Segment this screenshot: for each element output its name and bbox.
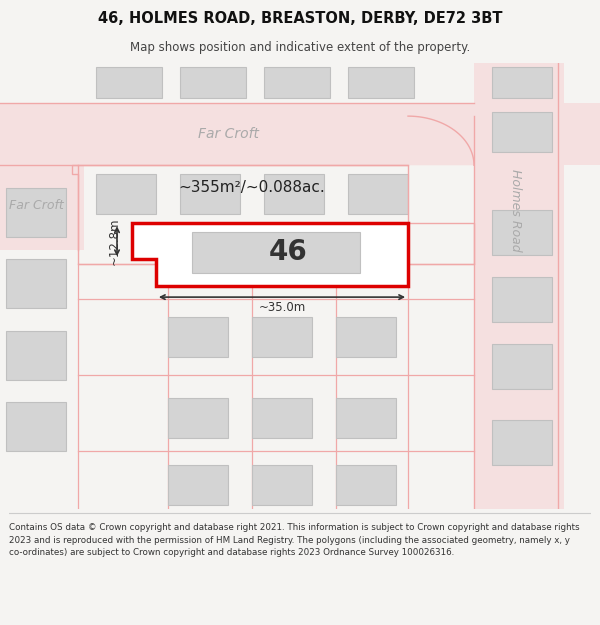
Bar — [6, 331, 66, 380]
Bar — [264, 67, 330, 98]
Bar — [492, 420, 552, 465]
Bar — [192, 232, 360, 272]
Bar — [180, 174, 240, 214]
Bar — [336, 398, 396, 438]
Bar — [492, 277, 552, 322]
Polygon shape — [132, 223, 408, 286]
Text: Map shows position and indicative extent of the property.: Map shows position and indicative extent… — [130, 41, 470, 54]
Text: 46: 46 — [269, 238, 307, 266]
Bar — [0, 102, 600, 165]
Bar — [252, 318, 312, 357]
Text: Far Croft: Far Croft — [8, 199, 64, 212]
Bar — [6, 188, 66, 237]
Bar — [168, 465, 228, 505]
Bar — [6, 402, 66, 451]
Bar — [252, 398, 312, 438]
Bar — [492, 112, 552, 152]
Bar — [0, 161, 84, 250]
Bar — [264, 174, 324, 214]
Bar — [96, 67, 162, 98]
Bar — [492, 210, 552, 254]
Bar — [492, 344, 552, 389]
Text: ~12.8m: ~12.8m — [107, 217, 121, 265]
Bar — [168, 318, 228, 357]
Bar — [96, 174, 156, 214]
Wedge shape — [408, 116, 474, 165]
Bar — [168, 398, 228, 438]
Bar — [348, 174, 408, 214]
Text: Far Croft: Far Croft — [197, 127, 259, 141]
Bar — [180, 67, 246, 98]
Text: ~35.0m: ~35.0m — [259, 301, 305, 314]
Bar — [252, 465, 312, 505]
Bar — [474, 62, 564, 509]
Bar — [336, 465, 396, 505]
Bar — [348, 67, 414, 98]
Bar — [6, 259, 66, 308]
Bar — [492, 67, 552, 98]
Text: 46, HOLMES ROAD, BREASTON, DERBY, DE72 3BT: 46, HOLMES ROAD, BREASTON, DERBY, DE72 3… — [98, 11, 502, 26]
Bar — [336, 318, 396, 357]
Text: Contains OS data © Crown copyright and database right 2021. This information is : Contains OS data © Crown copyright and d… — [9, 523, 580, 558]
Text: ~355m²/~0.088ac.: ~355m²/~0.088ac. — [179, 180, 325, 195]
Text: Holmes Road: Holmes Road — [509, 169, 523, 251]
